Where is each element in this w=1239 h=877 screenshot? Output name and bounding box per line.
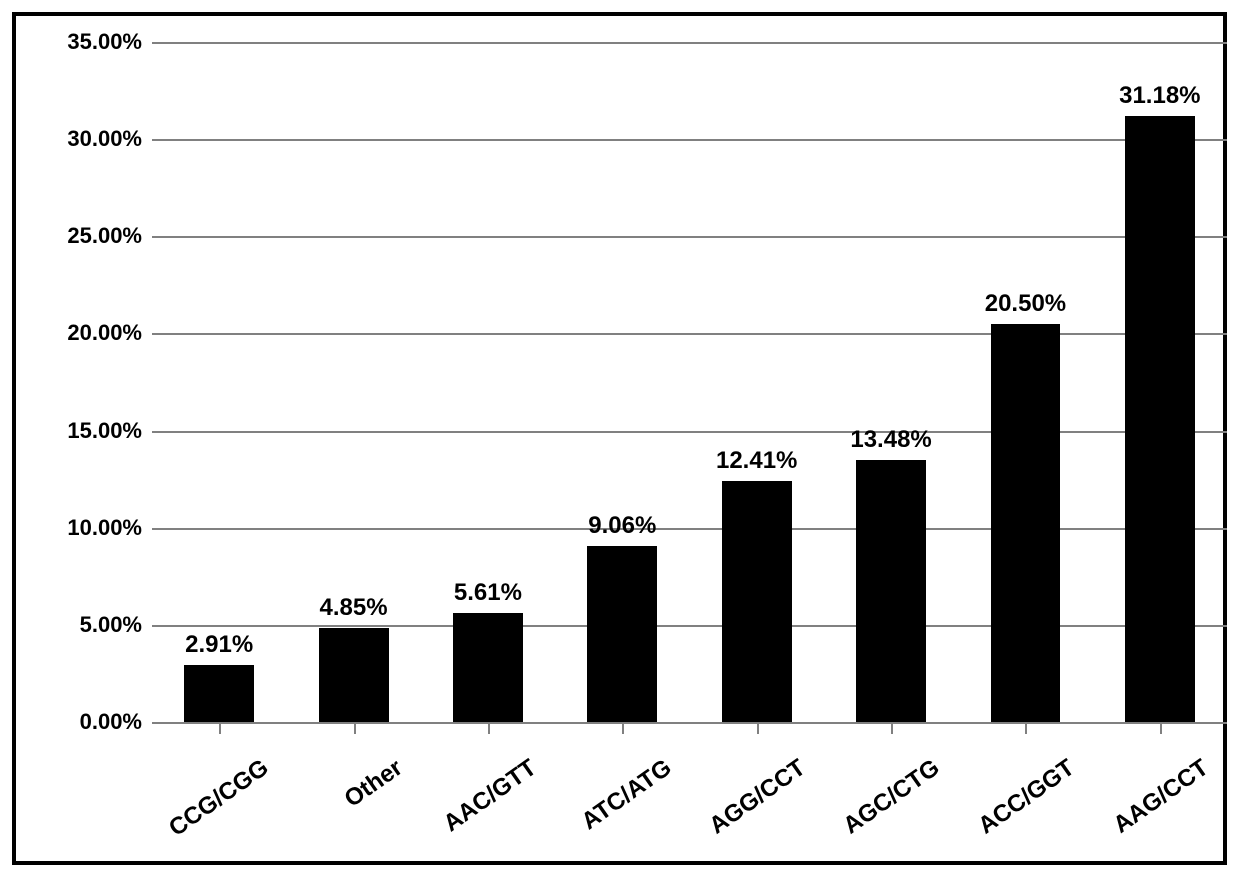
y-tick-label: 25.00% bbox=[67, 223, 142, 249]
gridline bbox=[152, 42, 1227, 44]
bar-value-label: 2.91% bbox=[185, 631, 253, 659]
bar-value-label: 9.06% bbox=[588, 512, 656, 540]
bar: 4.85% bbox=[319, 628, 389, 722]
gridline bbox=[152, 528, 1227, 530]
bar: 31.18% bbox=[1125, 116, 1195, 722]
x-tick bbox=[1160, 722, 1162, 734]
gridline bbox=[152, 625, 1227, 627]
bar-value-label: 12.41% bbox=[716, 447, 797, 475]
bar: 12.41% bbox=[722, 481, 792, 722]
y-tick-label: 30.00% bbox=[67, 126, 142, 152]
gridline bbox=[152, 139, 1227, 141]
x-tick bbox=[757, 722, 759, 734]
bar-value-label: 4.85% bbox=[320, 594, 388, 622]
gridline bbox=[152, 236, 1227, 238]
bar-value-label: 31.18% bbox=[1119, 82, 1200, 110]
y-tick-label: 10.00% bbox=[67, 515, 142, 541]
x-tick bbox=[1025, 722, 1027, 734]
plot-area: 0.00%5.00%10.00%15.00%20.00%25.00%30.00%… bbox=[152, 42, 1227, 722]
y-tick-label: 15.00% bbox=[67, 418, 142, 444]
y-tick-label: 35.00% bbox=[67, 29, 142, 55]
x-tick bbox=[219, 722, 221, 734]
x-tick bbox=[354, 722, 356, 734]
bar-value-label: 5.61% bbox=[454, 579, 522, 607]
bar: 13.48% bbox=[856, 460, 926, 722]
gridline bbox=[152, 722, 1227, 724]
bar: 20.50% bbox=[991, 324, 1061, 722]
bar: 2.91% bbox=[184, 665, 254, 722]
bar: 9.06% bbox=[587, 546, 657, 722]
y-tick-label: 0.00% bbox=[80, 709, 142, 735]
gridline bbox=[152, 431, 1227, 433]
x-tick bbox=[891, 722, 893, 734]
y-tick-label: 20.00% bbox=[67, 320, 142, 346]
gridline bbox=[152, 333, 1227, 335]
x-tick bbox=[622, 722, 624, 734]
y-tick-label: 5.00% bbox=[80, 612, 142, 638]
bar-value-label: 13.48% bbox=[850, 426, 931, 454]
bar: 5.61% bbox=[453, 613, 523, 722]
bar-value-label: 20.50% bbox=[985, 290, 1066, 318]
x-tick bbox=[488, 722, 490, 734]
